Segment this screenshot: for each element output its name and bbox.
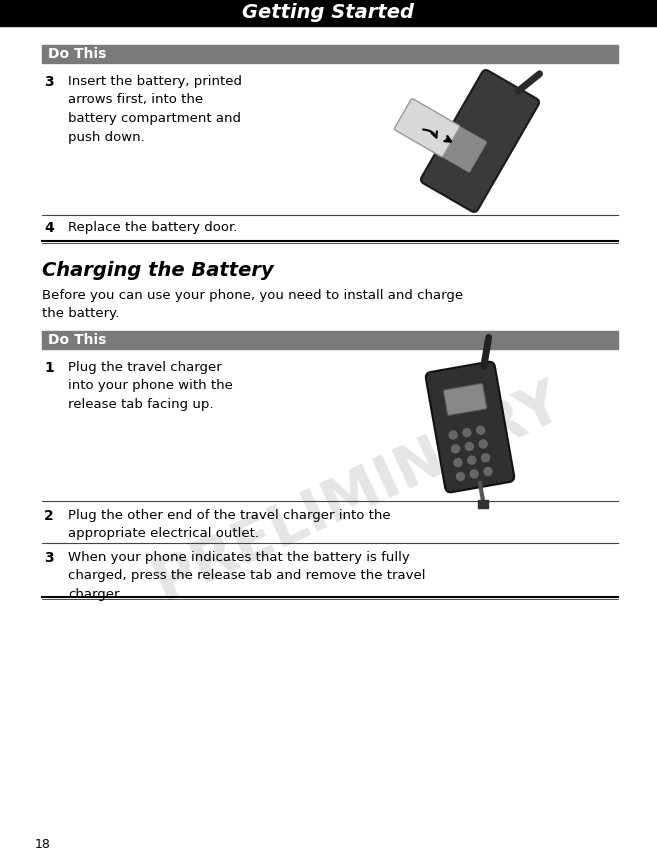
Text: Replace the battery door.: Replace the battery door.	[68, 221, 237, 234]
Circle shape	[482, 454, 489, 462]
Text: 18: 18	[35, 838, 51, 851]
Circle shape	[463, 429, 471, 437]
Bar	[0, 0, 657, 26]
Bar	[478, 500, 488, 508]
Circle shape	[477, 426, 485, 434]
FancyBboxPatch shape	[426, 362, 514, 492]
Text: 4: 4	[44, 221, 54, 235]
Circle shape	[465, 442, 473, 451]
Text: Plug the other end of the travel charger into the
appropriate electrical outlet.: Plug the other end of the travel charger…	[68, 509, 391, 541]
Text: Plug the travel charger
into your phone with the
release tab facing up.: Plug the travel charger into your phone …	[68, 361, 233, 411]
Text: Before you can use your phone, you need to install and charge
the battery.: Before you can use your phone, you need …	[42, 289, 463, 321]
Text: 3: 3	[44, 551, 54, 565]
Circle shape	[468, 456, 476, 465]
FancyBboxPatch shape	[394, 99, 460, 157]
Circle shape	[457, 472, 464, 480]
Text: 3: 3	[44, 75, 54, 89]
FancyBboxPatch shape	[421, 70, 539, 212]
FancyBboxPatch shape	[443, 383, 487, 415]
Text: 2: 2	[44, 509, 54, 523]
Text: Do This: Do This	[48, 333, 106, 347]
Text: PRELIMINARY: PRELIMINARY	[145, 373, 572, 612]
Bar	[42, 45, 618, 63]
Bar	[42, 331, 618, 349]
Text: Charging the Battery: Charging the Battery	[42, 261, 274, 280]
FancyBboxPatch shape	[436, 123, 487, 172]
Text: Getting Started: Getting Started	[242, 3, 415, 22]
Circle shape	[479, 440, 487, 448]
Circle shape	[470, 470, 478, 478]
Text: Insert the battery, printed
arrows first, into the
battery compartment and
push : Insert the battery, printed arrows first…	[68, 75, 242, 144]
Circle shape	[451, 445, 460, 453]
Circle shape	[454, 458, 462, 466]
Text: Do This: Do This	[48, 47, 106, 61]
Circle shape	[484, 468, 492, 476]
Text: 1: 1	[44, 361, 54, 375]
Text: When your phone indicates that the battery is fully
charged, press the release t: When your phone indicates that the batte…	[68, 551, 426, 601]
Circle shape	[449, 431, 457, 439]
